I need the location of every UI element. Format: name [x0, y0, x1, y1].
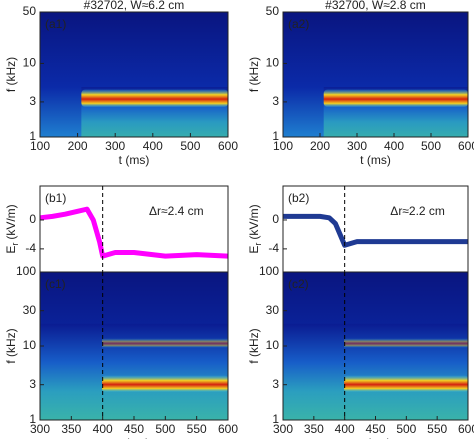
- y-axis-label: Er (kV/m): [4, 204, 20, 253]
- panel-label: (c2): [288, 277, 309, 291]
- x-tick-label: 300: [347, 139, 367, 153]
- spectrogram-mode-band: [344, 338, 468, 348]
- x-tick-label: 450: [124, 422, 144, 436]
- x-tick-label: 500: [421, 139, 441, 153]
- x-tick-label: 100: [273, 139, 293, 153]
- y-tick-label: 1: [29, 412, 36, 426]
- x-tick-label: 400: [143, 139, 163, 153]
- x-tick-label: 350: [61, 422, 81, 436]
- x-axis-label: t (ms): [119, 436, 150, 439]
- x-tick-label: 500: [180, 139, 200, 153]
- axes-frame: [39, 11, 229, 138]
- panel-label: (c1): [45, 277, 66, 291]
- y-tick-label: 30: [23, 303, 37, 317]
- x-tick-label: 450: [365, 422, 385, 436]
- panel-label: (b2): [288, 191, 309, 205]
- spectrogram-mode-band: [81, 89, 228, 107]
- y-tick-label: 10: [266, 56, 280, 70]
- y-axis-label-sub: r: [253, 243, 263, 246]
- y-tick-label: 0: [29, 212, 36, 226]
- x-tick-label: 600: [458, 139, 474, 153]
- y-tick-label: 1: [29, 129, 36, 143]
- y-tick-label: 0: [272, 212, 279, 226]
- y-tick-label: 10: [266, 338, 280, 352]
- x-axis-label: t (ms): [360, 436, 391, 439]
- spectrogram-noise: [40, 323, 228, 420]
- annotation: Δr≈2.4 cm: [149, 204, 204, 218]
- panel-title: #32702, W≈6.2 cm: [84, 0, 185, 12]
- y-axis-label: f (kHz): [4, 328, 18, 363]
- y-tick-label: 100: [259, 264, 279, 278]
- y-tick-label: -4: [268, 241, 279, 255]
- y-tick-label: 1: [272, 412, 279, 426]
- axes-frame: [39, 185, 229, 273]
- y-tick-label: -4: [25, 241, 36, 255]
- y-axis-label-unit: (kV/m): [247, 204, 261, 239]
- er-trace: [39, 206, 229, 259]
- x-axis-label: t (ms): [360, 153, 391, 167]
- x-tick-label: 300: [30, 422, 50, 436]
- panel-label: (b1): [45, 191, 66, 205]
- x-tick-label: 550: [187, 422, 207, 436]
- x-axis-label: t (ms): [119, 153, 150, 167]
- spectrogram-mode-band: [102, 375, 228, 392]
- y-tick-label: 3: [29, 377, 36, 391]
- x-tick-label: 600: [218, 139, 238, 153]
- y-tick-label: 30: [266, 303, 280, 317]
- y-axis-label-main: E: [4, 246, 18, 254]
- x-tick-label: 300: [105, 139, 125, 153]
- y-tick-label: 50: [23, 4, 37, 18]
- y-tick-label: 3: [272, 94, 279, 108]
- y-tick-label: 10: [23, 56, 37, 70]
- panel-title: #32700, W≈2.8 cm: [325, 0, 426, 12]
- x-tick-label: 550: [427, 422, 447, 436]
- y-axis-label: f (kHz): [247, 328, 261, 363]
- y-axis-label-main: E: [247, 246, 261, 254]
- axes-frame: [282, 11, 469, 138]
- y-tick-label: 100: [16, 264, 36, 278]
- x-tick-label: 400: [93, 422, 113, 436]
- spectrogram-mode-band: [102, 338, 228, 348]
- y-tick-label: 3: [29, 94, 36, 108]
- panel-label: (a1): [45, 17, 66, 31]
- x-tick-label: 200: [310, 139, 330, 153]
- er-trace: [283, 213, 468, 248]
- annotation: Δr≈2.2 cm: [390, 204, 445, 218]
- y-axis-label-unit: (kV/m): [4, 204, 18, 239]
- x-tick-label: 600: [218, 422, 238, 436]
- y-tick-label: 10: [23, 338, 37, 352]
- y-axis-label: f (kHz): [4, 57, 18, 92]
- spectrogram-noise: [283, 323, 468, 420]
- x-tick-label: 400: [335, 422, 355, 436]
- x-tick-label: 350: [304, 422, 324, 436]
- y-axis-label: f (kHz): [247, 57, 261, 92]
- x-tick-label: 200: [68, 139, 88, 153]
- y-axis-label-sub: r: [10, 243, 20, 246]
- panel-label: (a2): [288, 17, 309, 31]
- axes-frame: [282, 185, 469, 273]
- x-tick-label: 400: [384, 139, 404, 153]
- y-tick-label: 3: [272, 377, 279, 391]
- y-tick-label: 1: [272, 129, 279, 143]
- x-tick-label: 600: [458, 422, 474, 436]
- spectrogram-mode-band: [323, 89, 468, 107]
- x-tick-label: 500: [396, 422, 416, 436]
- y-axis-label: Er (kV/m): [247, 204, 263, 253]
- y-tick-label: 50: [266, 4, 280, 18]
- x-tick-label: 500: [155, 422, 175, 436]
- x-tick-label: 100: [30, 139, 50, 153]
- x-tick-label: 300: [273, 422, 293, 436]
- spectrogram-mode-band: [344, 375, 468, 392]
